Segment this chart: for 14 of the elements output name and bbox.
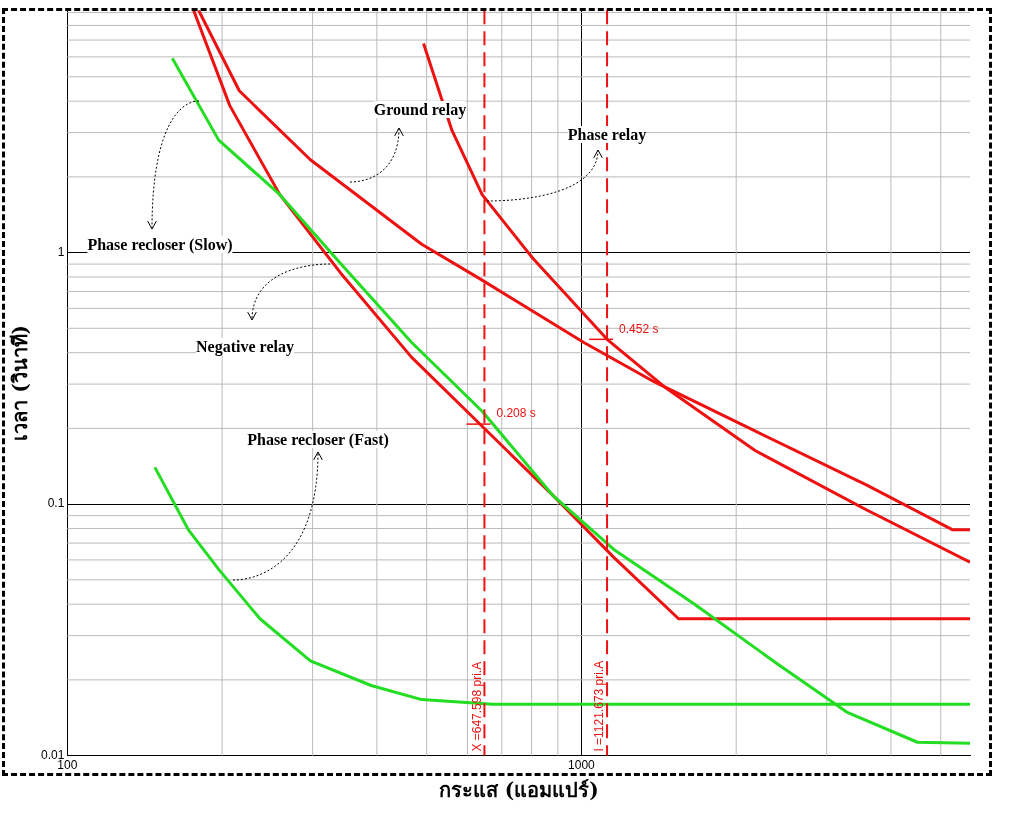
- annotation: 0.452 s: [619, 321, 659, 336]
- annotation: Phase relay: [567, 126, 647, 143]
- ref-line-label: I =1121.673 pri.A: [592, 660, 607, 752]
- annotation: 0.208 s: [496, 406, 536, 421]
- annotation: Ground relay: [373, 101, 467, 118]
- y-axis-title: เวลา (วินาที): [8, 324, 33, 441]
- annotation: Phase recloser (Fast): [247, 431, 389, 448]
- x-axis-title: กระแส (แอมแปร์): [438, 778, 599, 803]
- y-tick-label: 0.1: [47, 496, 65, 511]
- ref-line-label: X =647.598 pri.A: [469, 661, 484, 752]
- x-tick-label: 1000: [568, 758, 596, 773]
- annotation: Negative relay: [196, 338, 294, 355]
- y-tick-label: 1: [57, 244, 65, 259]
- annotation: Phase recloser (Slow): [87, 236, 233, 253]
